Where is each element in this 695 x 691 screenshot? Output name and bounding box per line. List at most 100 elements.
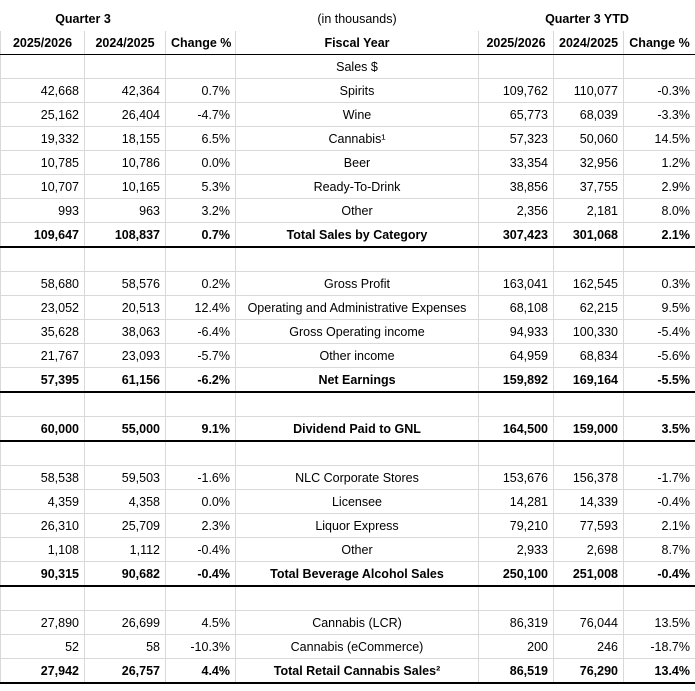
empty-cell — [624, 55, 695, 79]
empty-cell — [479, 247, 554, 272]
line-item: Cannabis (eCommerce) — [236, 635, 479, 659]
quarter-current: 27,890 — [1, 611, 85, 635]
ytd-prior: 50,060 — [554, 127, 624, 151]
ytd-current: 94,933 — [479, 320, 554, 344]
ytd-change: -3.3% — [624, 103, 695, 127]
ytd-prior: 301,068 — [554, 223, 624, 248]
quarter-change: -5.7% — [166, 344, 236, 368]
quarter-current: 42,668 — [1, 79, 85, 103]
quarter-prior: 42,364 — [85, 79, 166, 103]
empty-cell — [1, 247, 85, 272]
line-item: Other — [236, 199, 479, 223]
ytd-change: -0.4% — [624, 562, 695, 587]
ytd-prior: 251,008 — [554, 562, 624, 587]
ytd-prior: 2,698 — [554, 538, 624, 562]
quarter-current: 27,942 — [1, 659, 85, 684]
ytd-change: 3.5% — [624, 417, 695, 442]
empty-cell — [554, 441, 624, 466]
empty-cell — [479, 586, 554, 611]
column-header: Fiscal Year — [236, 31, 479, 55]
line-item: Cannabis¹ — [236, 127, 479, 151]
line-item: Spirits — [236, 79, 479, 103]
empty-cell — [166, 392, 236, 417]
quarter-prior: 55,000 — [85, 417, 166, 442]
ytd-change: -1.7% — [624, 466, 695, 490]
quarter-change: -0.4% — [166, 538, 236, 562]
empty-cell — [236, 441, 479, 466]
empty-cell — [236, 247, 479, 272]
empty-cell — [166, 586, 236, 611]
quarter-prior: 58 — [85, 635, 166, 659]
ytd-change: 2.1% — [624, 223, 695, 248]
ytd-prior: 76,044 — [554, 611, 624, 635]
line-item: Wine — [236, 103, 479, 127]
quarter-prior: 26,404 — [85, 103, 166, 127]
line-item: Licensee — [236, 490, 479, 514]
ytd-current: 163,041 — [479, 272, 554, 296]
quarter-prior: 90,682 — [85, 562, 166, 587]
ytd-change: 8.7% — [624, 538, 695, 562]
column-header: 2025/2026 — [479, 31, 554, 55]
line-item: Dividend Paid to GNL — [236, 417, 479, 442]
ytd-prior: 159,000 — [554, 417, 624, 442]
ytd-current: 109,762 — [479, 79, 554, 103]
empty-cell — [236, 392, 479, 417]
quarter-current: 57,395 — [1, 368, 85, 393]
quarter-prior: 59,503 — [85, 466, 166, 490]
quarter-current: 993 — [1, 199, 85, 223]
spacer-row — [1, 247, 695, 272]
ytd-change: 2.9% — [624, 175, 695, 199]
quarter-change: -6.2% — [166, 368, 236, 393]
ytd-current: 200 — [479, 635, 554, 659]
quarter-current: 1,108 — [1, 538, 85, 562]
ytd-change: 2.1% — [624, 514, 695, 538]
quarter-prior: 61,156 — [85, 368, 166, 393]
empty-cell — [624, 247, 695, 272]
ytd-prior: 169,164 — [554, 368, 624, 393]
quarter-current: 4,359 — [1, 490, 85, 514]
line-item: Other — [236, 538, 479, 562]
ytd-change: 0.3% — [624, 272, 695, 296]
line-item: Total Sales by Category — [236, 223, 479, 248]
ytd-heading: Quarter 3 YTD — [479, 7, 695, 31]
ytd-change: -18.7% — [624, 635, 695, 659]
quarter-current: 35,628 — [1, 320, 85, 344]
ytd-change: -0.3% — [624, 79, 695, 103]
line-item: Net Earnings — [236, 368, 479, 393]
empty-cell — [554, 247, 624, 272]
line-item: Other income — [236, 344, 479, 368]
line-item: Beer — [236, 151, 479, 175]
quarter-change: 0.7% — [166, 223, 236, 248]
column-header: Change % — [166, 31, 236, 55]
quarter-change: -1.6% — [166, 466, 236, 490]
quarter-change: 4.4% — [166, 659, 236, 684]
quarter-heading: Quarter 3 — [1, 7, 166, 31]
column-header: Change % — [624, 31, 695, 55]
quarter-prior: 20,513 — [85, 296, 166, 320]
empty-cell — [554, 392, 624, 417]
quarter-current: 58,680 — [1, 272, 85, 296]
ytd-current: 250,100 — [479, 562, 554, 587]
empty-cell — [166, 247, 236, 272]
ytd-prior: 62,215 — [554, 296, 624, 320]
empty-cell — [624, 392, 695, 417]
ytd-prior: 156,378 — [554, 466, 624, 490]
empty-cell — [85, 392, 166, 417]
quarter-change: 12.4% — [166, 296, 236, 320]
quarter-prior: 26,699 — [85, 611, 166, 635]
quarter-change: 5.3% — [166, 175, 236, 199]
ytd-current: 33,354 — [479, 151, 554, 175]
empty-cell — [166, 55, 236, 79]
column-header: 2024/2025 — [554, 31, 624, 55]
quarter-current: 60,000 — [1, 417, 85, 442]
